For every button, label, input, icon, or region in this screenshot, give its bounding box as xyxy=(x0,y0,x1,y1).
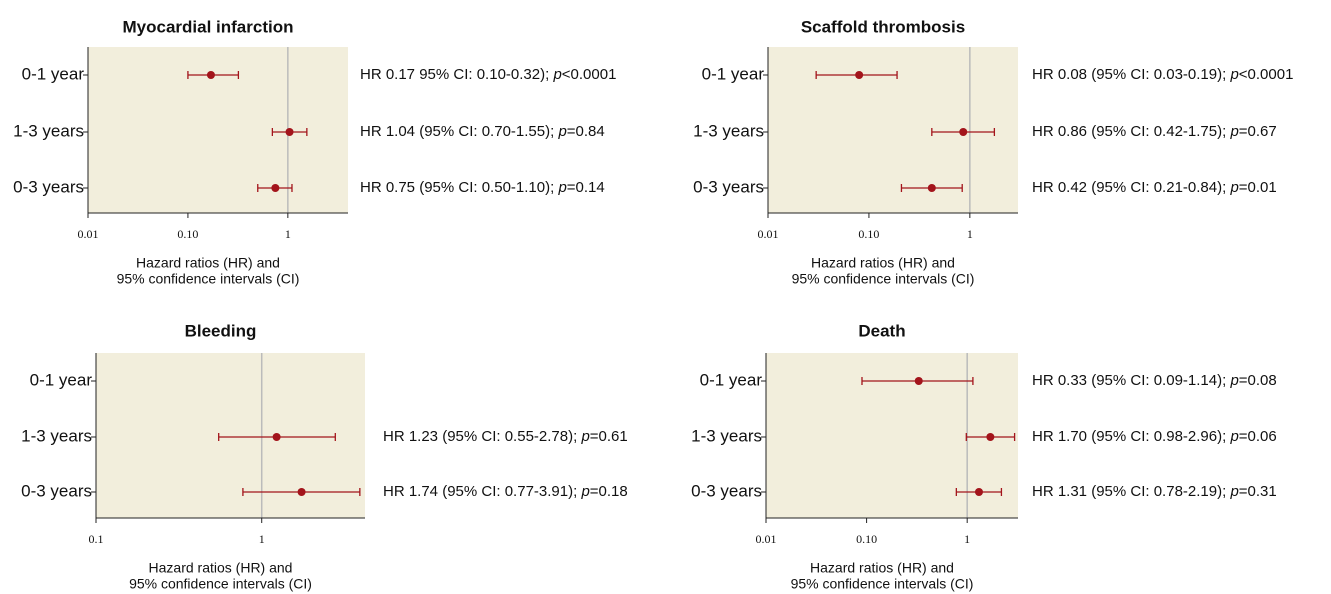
point xyxy=(206,71,215,79)
value-label: HR 0.33 (95% CI: 0.09-1.14); p=0.08 xyxy=(1032,372,1277,389)
value-label: HR 1.70 (95% CI: 0.98-2.96); p=0.06 xyxy=(1032,428,1277,445)
plot-background xyxy=(768,47,1018,213)
x-axis-label: Hazard ratios (HR) and xyxy=(149,560,293,576)
category-label: 0-1 year xyxy=(700,370,763,389)
x-tick-label: 0.10 xyxy=(856,532,877,546)
x-axis-label: 95% confidence intervals (CI) xyxy=(792,271,975,287)
panel-title: Death xyxy=(858,321,905,340)
value-label: HR 0.17 95% CI: 0.10-0.32); p<0.0001 xyxy=(360,66,616,83)
point xyxy=(914,377,923,385)
value-label: HR 0.42 (95% CI: 0.21-0.84); p=0.01 xyxy=(1032,179,1277,196)
category-label: 1-3 years xyxy=(693,121,764,140)
value-label: HR 0.08 (95% CI: 0.03-0.19); p<0.0001 xyxy=(1032,66,1293,83)
category-label: 0-1 year xyxy=(30,370,93,389)
x-axis-label: 95% confidence intervals (CI) xyxy=(791,576,974,592)
category-label: 0-3 years xyxy=(693,177,764,196)
category-label: 0-3 years xyxy=(21,481,92,500)
x-tick-label: 0.1 xyxy=(89,532,104,546)
value-label: HR 1.31 (95% CI: 0.78-2.19); p=0.31 xyxy=(1032,483,1277,500)
point xyxy=(297,488,306,496)
category-label: 1-3 years xyxy=(691,426,762,445)
plot-background xyxy=(96,353,365,518)
x-axis-label: Hazard ratios (HR) and xyxy=(811,255,955,271)
value-label: HR 0.86 (95% CI: 0.42-1.75); p=0.67 xyxy=(1032,123,1277,140)
point xyxy=(986,433,995,441)
point xyxy=(285,128,294,136)
category-label: 1-3 years xyxy=(21,426,92,445)
panel-title: Scaffold thrombosis xyxy=(801,17,965,36)
panel-title: Bleeding xyxy=(185,321,257,340)
x-tick-label: 1 xyxy=(259,532,265,546)
category-label: 0-3 years xyxy=(13,177,84,196)
value-label: HR 0.75 (95% CI: 0.50-1.10); p=0.14 xyxy=(360,179,605,196)
x-tick-label: 1 xyxy=(964,532,970,546)
plot-background xyxy=(88,47,348,213)
category-label: 0-1 year xyxy=(22,64,85,83)
x-axis-label: Hazard ratios (HR) and xyxy=(810,560,954,576)
point xyxy=(271,184,280,192)
value-label: HR 1.74 (95% CI: 0.77-3.91); p=0.18 xyxy=(383,483,628,500)
x-tick-label: 1 xyxy=(967,227,973,241)
x-axis-label: 95% confidence intervals (CI) xyxy=(129,576,312,592)
x-axis-label: 95% confidence intervals (CI) xyxy=(117,271,300,287)
category-label: 0-3 years xyxy=(691,481,762,500)
x-axis-label: Hazard ratios (HR) and xyxy=(136,255,280,271)
x-tick-label: 0.01 xyxy=(78,227,99,241)
point xyxy=(927,184,936,192)
value-label: HR 1.23 (95% CI: 0.55-2.78); p=0.61 xyxy=(383,428,628,445)
point xyxy=(974,488,983,496)
x-tick-label: 0.10 xyxy=(177,227,198,241)
x-tick-label: 0.01 xyxy=(756,532,777,546)
category-label: 1-3 years xyxy=(13,121,84,140)
panel-title: Myocardial infarction xyxy=(123,17,294,36)
value-label: HR 1.04 (95% CI: 0.70-1.55); p=0.84 xyxy=(360,123,605,140)
point xyxy=(959,128,968,136)
x-tick-label: 1 xyxy=(285,227,291,241)
point xyxy=(272,433,281,441)
x-tick-label: 0.01 xyxy=(758,227,779,241)
point xyxy=(855,71,864,79)
x-tick-label: 0.10 xyxy=(858,227,879,241)
category-label: 0-1 year xyxy=(702,64,765,83)
